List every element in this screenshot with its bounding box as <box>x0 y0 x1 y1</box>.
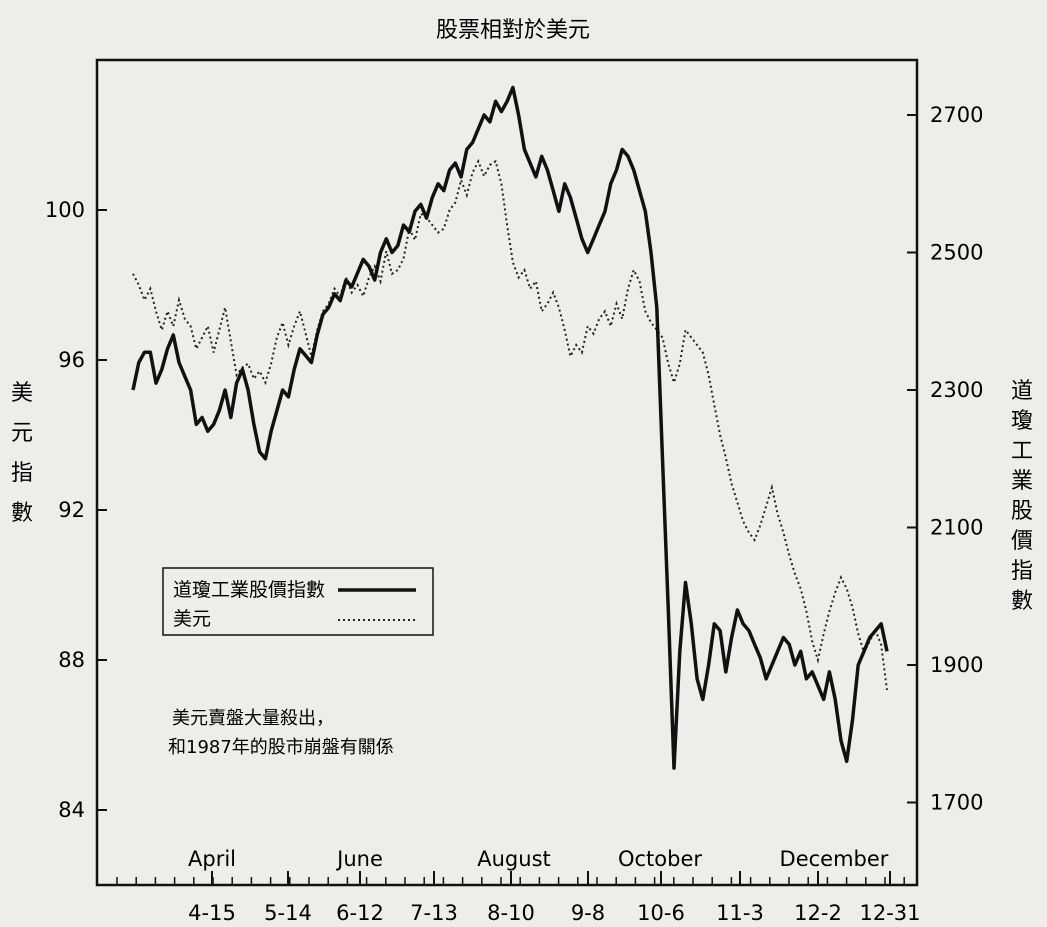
right-tick-label: 1700 <box>930 791 983 815</box>
annotation-line-2: 和1987年的股市崩盤有關係 <box>168 737 394 758</box>
legend: 道瓊工業股價指數 美元 <box>162 567 434 636</box>
left-tick-label: 84 <box>58 798 85 822</box>
axis-label-char: 道 <box>1011 379 1033 404</box>
left-tick-label: 88 <box>58 648 85 672</box>
bottom-tick-label: 4-15 <box>188 901 236 925</box>
bottom-tick-label: 7-13 <box>410 901 458 925</box>
month-label: December <box>780 847 889 871</box>
axis-label-char: 指 <box>1011 559 1033 584</box>
legend-label-dollar: 美元 <box>173 608 211 630</box>
axis-label-char: 數 <box>11 501 33 526</box>
annotation-line-1: 美元賣盤大量殺出， <box>172 708 334 729</box>
right-tick-label: 2300 <box>930 378 983 402</box>
bottom-tick-label: 10-6 <box>637 901 685 925</box>
axis-label-char: 指 <box>11 461 33 486</box>
bottom-tick-label: 11-3 <box>716 901 764 925</box>
chart-title: 股票相對於美元 <box>436 18 590 43</box>
month-labels: April June August October December <box>188 847 889 871</box>
axis-label-char: 數 <box>1011 589 1033 614</box>
bottom-tick-label: 8-10 <box>487 901 535 925</box>
series-line-dollar <box>132 158 888 691</box>
legend-box <box>162 567 434 636</box>
month-label: October <box>618 847 702 871</box>
axis-label-char: 美 <box>11 381 33 406</box>
plot-frame <box>95 58 919 887</box>
month-label: April <box>188 847 236 871</box>
month-label: August <box>477 847 551 871</box>
right-tick-label: 2100 <box>930 516 983 540</box>
month-label: June <box>335 847 383 871</box>
axis-label-char: 業 <box>1011 469 1033 494</box>
axis-label-char: 瓊 <box>1011 409 1033 434</box>
bottom-tick-label: 6-12 <box>336 901 384 925</box>
bottom-axis: 4-15 5-14 6-12 7-13 8-10 9-8 10-6 11-3 12-2 12-31 <box>116 871 921 925</box>
axis-label-char: 股 <box>1011 499 1033 524</box>
bottom-tick-label: 12-31 <box>859 901 920 925</box>
bottom-tick-label: 5-14 <box>264 901 312 925</box>
right-tick-label: 1900 <box>930 653 983 677</box>
left-tick-label: 92 <box>58 498 85 522</box>
bottom-tick-label: 12-2 <box>794 901 842 925</box>
axis-label-char: 工 <box>1011 439 1033 464</box>
left-tick-label: 100 <box>45 198 85 222</box>
right-tick-label: 2700 <box>930 103 983 127</box>
right-axis: 2700 2500 2300 2100 1900 1700 <box>907 103 983 815</box>
axis-label-char: 元 <box>11 421 33 446</box>
left-axis: 100 96 92 88 84 <box>45 198 107 822</box>
right-tick-label: 2500 <box>930 241 983 265</box>
bottom-tick-label: 9-8 <box>571 901 605 925</box>
axis-label-char: 價 <box>1011 529 1033 554</box>
y-axis-label-right: 道瓊工業股價指數 <box>1011 379 1033 614</box>
left-tick-label: 96 <box>58 348 85 372</box>
series-line-dow <box>131 85 889 770</box>
legend-label-dow: 道瓊工業股價指數 <box>173 579 325 601</box>
